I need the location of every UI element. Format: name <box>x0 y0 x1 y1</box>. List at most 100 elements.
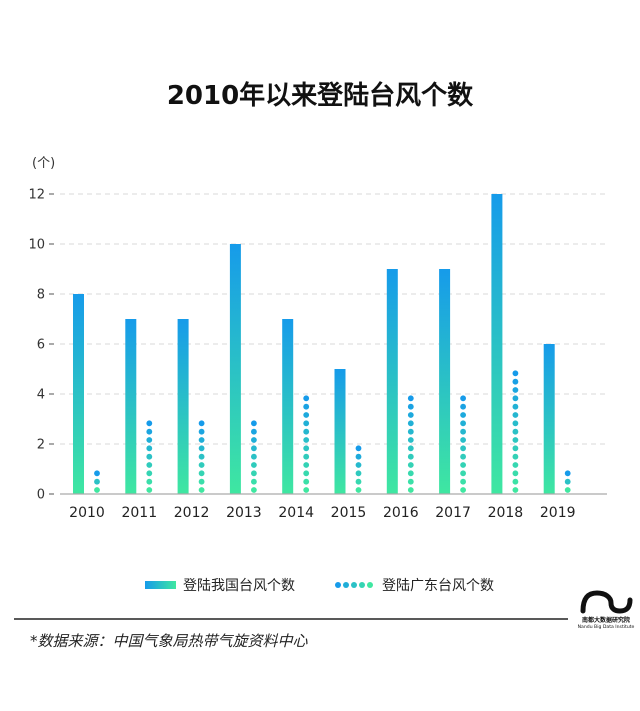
guangdong-dot-2015-6 <box>355 445 362 452</box>
guangdong-dot-2014-3 <box>303 470 310 477</box>
gridlines <box>60 193 607 445</box>
guangdong-dot-2018-10 <box>512 412 519 418</box>
guangdong-dot-column-2014 <box>303 395 310 493</box>
guangdong-dot-column-2018 <box>512 370 519 493</box>
x-tick-label-2014: 2014 <box>278 505 314 521</box>
guangdong-dot-2012-4 <box>198 462 205 468</box>
x-tick-label-2012: 2012 <box>174 505 210 521</box>
guangdong-dot-2018-8 <box>512 428 519 435</box>
chart-title: 2010年以来登陆台风个数 <box>167 80 474 111</box>
guangdong-dot-2017-2 <box>460 478 466 485</box>
guangdong-dot-2011-8 <box>146 428 153 435</box>
guangdong-dot-2011-5 <box>146 453 153 460</box>
guangdong-dot-2016-11 <box>407 403 414 410</box>
y-tick-label-10: 10 <box>28 238 45 253</box>
guangdong-dot-2016-10 <box>407 412 414 418</box>
y-tick-label-0: 0 <box>37 488 45 503</box>
legend-dot-3 <box>351 582 357 588</box>
guangdong-dot-2013-3 <box>251 470 257 477</box>
y-tick-label-8: 8 <box>37 288 45 303</box>
x-tick-label-2015: 2015 <box>331 505 367 521</box>
x-tick-label-2017: 2017 <box>435 505 471 521</box>
guangdong-dot-2012-9 <box>198 420 205 427</box>
guangdong-dot-2017-12 <box>460 395 466 402</box>
logo-name-en: Nandu Big Data Institute <box>578 624 635 630</box>
x-tick-label-2010: 2010 <box>69 505 105 521</box>
china-bar-2016 <box>386 269 398 494</box>
china-landfall-bars <box>73 194 555 494</box>
china-bar-2010 <box>73 294 84 494</box>
china-bar-2018 <box>491 194 503 494</box>
nandu-logo: 南都大数据研究院 Nandu Big Data Institute <box>578 590 635 630</box>
guangdong-dot-column-2012 <box>198 420 205 493</box>
guangdong-landfall-dot-columns <box>94 370 571 493</box>
guangdong-dot-2016-12 <box>407 395 414 402</box>
guangdong-dot-2016-1 <box>407 487 414 493</box>
guangdong-dot-2018-15 <box>512 370 519 377</box>
guangdong-dot-2018-6 <box>512 445 519 452</box>
guangdong-dot-2010-3 <box>94 470 100 477</box>
guangdong-dot-2012-5 <box>198 453 205 460</box>
china-bar-2019 <box>543 344 555 494</box>
china-bar-2017 <box>439 269 451 494</box>
guangdong-dot-2011-3 <box>146 470 153 477</box>
guangdong-dot-2016-3 <box>407 470 414 477</box>
x-tick-label-2016: 2016 <box>383 505 419 521</box>
guangdong-dot-2016-8 <box>407 428 414 435</box>
china-bar-2012 <box>177 319 189 494</box>
guangdong-dot-2013-5 <box>251 453 257 460</box>
guangdong-dot-2018-2 <box>512 478 519 485</box>
guangdong-dot-2013-6 <box>251 445 257 452</box>
guangdong-dot-2017-1 <box>460 487 466 493</box>
guangdong-dot-2013-2 <box>251 478 257 485</box>
guangdong-dot-2014-10 <box>303 412 310 418</box>
legend-bar-swatch <box>145 581 176 589</box>
guangdong-dot-2017-4 <box>460 462 466 468</box>
guangdong-dot-column-2015 <box>355 445 362 493</box>
y-axis-unit-label: (个) <box>32 156 55 171</box>
guangdong-dot-2012-3 <box>198 470 205 477</box>
logo-name-cn: 南都大数据研究院 <box>582 616 630 624</box>
legend-dot-2 <box>343 582 349 588</box>
guangdong-dot-2016-9 <box>407 420 414 427</box>
y-axis-ticks: 0 2 4 6 8 10 12 <box>28 188 54 503</box>
guangdong-dot-2018-13 <box>512 387 519 393</box>
guangdong-dot-2018-1 <box>512 487 519 493</box>
guangdong-dot-2015-4 <box>355 462 362 468</box>
guangdong-dot-2015-5 <box>355 453 362 460</box>
legend-dot-5 <box>367 582 373 588</box>
guangdong-dot-2019-2 <box>564 478 571 485</box>
guangdong-dot-2010-1 <box>94 487 100 493</box>
guangdong-dot-2014-5 <box>303 453 310 460</box>
guangdong-dot-column-2010 <box>94 470 100 493</box>
data-source-note: *数据来源：中国气象局热带气旋资料中心 <box>30 632 309 650</box>
guangdong-dot-2017-8 <box>460 428 466 435</box>
guangdong-dot-2011-1 <box>146 487 153 493</box>
guangdong-dot-2011-2 <box>146 478 153 485</box>
guangdong-dot-2011-7 <box>146 437 153 443</box>
guangdong-dot-2019-3 <box>564 470 571 477</box>
china-bar-2015 <box>334 369 346 494</box>
guangdong-dot-2012-2 <box>198 478 205 485</box>
guangdong-dot-2018-5 <box>512 453 519 460</box>
guangdong-dot-column-2011 <box>146 420 153 493</box>
guangdong-dot-2018-9 <box>512 420 519 427</box>
guangdong-dot-2018-12 <box>512 395 519 402</box>
legend-item-guangdong: 登陆广东台风个数 <box>335 578 494 594</box>
guangdong-dot-2010-2 <box>94 478 100 485</box>
guangdong-dot-2013-1 <box>251 487 257 493</box>
guangdong-dot-2011-6 <box>146 445 153 452</box>
guangdong-dot-2011-4 <box>146 462 153 468</box>
guangdong-dot-column-2013 <box>251 420 257 493</box>
guangdong-dot-2014-4 <box>303 462 310 468</box>
legend-label-guangdong: 登陆广东台风个数 <box>382 578 494 594</box>
legend-item-china: 登陆我国台风个数 <box>145 578 295 594</box>
guangdong-dot-2014-9 <box>303 420 310 427</box>
x-axis-labels: 2010 2011 2012 2013 2014 2015 2016 2017 2018 2019 <box>69 505 575 521</box>
guangdong-dot-2016-7 <box>407 437 414 443</box>
guangdong-dot-2019-1 <box>564 487 571 493</box>
guangdong-dot-2013-7 <box>251 437 257 443</box>
legend-dot-1 <box>335 582 341 588</box>
guangdong-dot-2017-9 <box>460 420 466 427</box>
